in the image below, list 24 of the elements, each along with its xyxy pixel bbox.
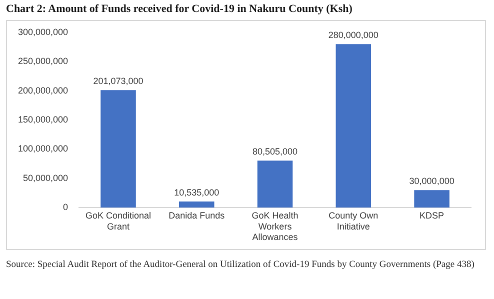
x-tick-label: County Own Initiative — [328, 210, 378, 232]
y-tick-label: 300,000,000 — [18, 26, 68, 37]
y-tick-label: 50,000,000 — [23, 172, 68, 183]
x-tick-label: GoK Conditional Grant — [85, 210, 152, 232]
data-label: 30,000,000 — [409, 176, 454, 186]
x-tick-label: Danida Funds — [168, 210, 226, 220]
y-tick-label: 200,000,000 — [18, 85, 68, 96]
x-tick-label: GoK Health Workers Allowances — [252, 210, 298, 242]
bar — [257, 160, 293, 208]
data-label: 80,505,000 — [252, 146, 298, 157]
source-note: Source: Special Audit Report of the Auditor-General on Utilization of Covid-19 Funds by County Governments (Page 438) — [6, 259, 476, 272]
y-tick-label: 0 — [63, 202, 68, 212]
chart-title: Chart 2: Amount of Funds received for Covid-19 in Nakuru County (Ksh) — [6, 3, 352, 15]
y-tick-label: 250,000,000 — [18, 56, 68, 66]
data-label: 280,000,000 — [328, 30, 378, 40]
bar — [178, 201, 214, 208]
x-tick-label: KDSP — [420, 210, 444, 220]
y-tick-label: 100,000,000 — [18, 144, 68, 154]
y-tick-label: 150,000,000 — [18, 114, 68, 124]
bar — [336, 44, 372, 208]
bar — [100, 90, 136, 208]
data-label: 201,073,000 — [93, 76, 144, 86]
bar — [414, 190, 450, 208]
data-label: 10,535,000 — [174, 187, 220, 198]
